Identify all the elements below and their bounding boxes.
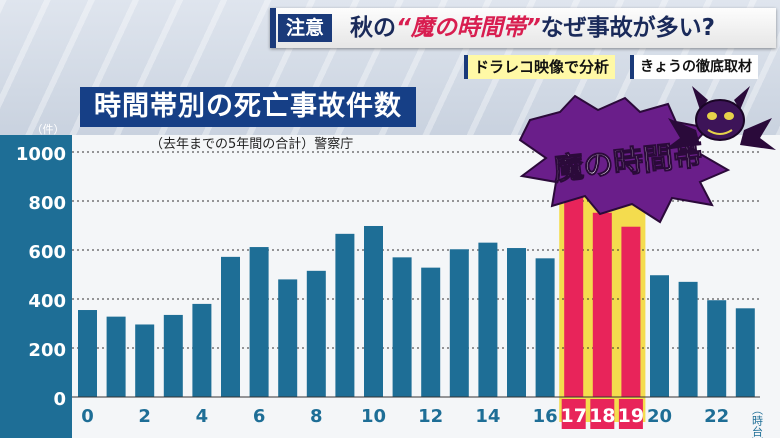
bar xyxy=(221,256,240,397)
x-tick-label: 6 xyxy=(253,406,266,427)
bar xyxy=(621,226,641,397)
x-tick-label: 22 xyxy=(704,406,729,427)
x-tick-label: 12 xyxy=(418,406,443,427)
bar xyxy=(507,248,526,397)
headline-post: なぜ事故が多い? xyxy=(540,15,715,41)
bar xyxy=(449,249,469,397)
bar xyxy=(306,270,326,397)
bar xyxy=(678,281,698,397)
bar xyxy=(421,267,441,397)
x-tick-label: 19 xyxy=(618,405,644,427)
y-tick-label: 1000 xyxy=(16,144,66,165)
x-unit-label: （時台） xyxy=(751,404,764,438)
y-unit-label: （件） xyxy=(32,123,65,136)
bar xyxy=(106,316,126,397)
y-tick-label: 800 xyxy=(28,193,66,214)
bar xyxy=(163,314,183,397)
bar xyxy=(192,303,212,397)
x-tick-label: 10 xyxy=(361,406,386,427)
x-tick-label: 16 xyxy=(533,406,558,427)
x-tick-label: 8 xyxy=(310,406,323,427)
y-axis-panel xyxy=(0,135,72,438)
bar xyxy=(78,310,97,397)
bar xyxy=(364,225,383,397)
bar xyxy=(592,212,612,397)
x-tick-highlight xyxy=(618,399,643,429)
bar xyxy=(335,233,355,397)
bar xyxy=(564,187,584,397)
headline: 秋の“魔の時間帯”なぜ事故が多い? xyxy=(350,11,715,45)
chart-title: 時間帯別の死亡事故件数 xyxy=(80,87,416,127)
x-tick-highlight xyxy=(590,399,615,429)
y-tick-label: 200 xyxy=(28,340,66,361)
bar xyxy=(535,258,555,397)
bar xyxy=(650,275,669,397)
bar xyxy=(135,324,155,397)
bar xyxy=(392,257,412,397)
x-tick-label: 2 xyxy=(138,406,151,427)
headline-pre: 秋の xyxy=(350,15,396,41)
y-tick-label: 400 xyxy=(28,291,66,312)
x-tick-label: 18 xyxy=(589,405,615,427)
bar xyxy=(478,242,498,397)
y-tick-label: 0 xyxy=(53,389,66,410)
x-tick-label: 17 xyxy=(560,405,586,427)
tag-analysis: ドラレコ映像で分析 xyxy=(464,55,616,79)
x-tick-label: 4 xyxy=(196,406,209,427)
tag-coverage: きょうの徹底取材 xyxy=(630,55,758,79)
bar xyxy=(735,308,755,397)
x-tick-label: 0 xyxy=(81,406,94,427)
x-tick-label: 20 xyxy=(647,406,672,427)
headline-red: “魔の時間帯” xyxy=(396,15,541,41)
bar xyxy=(249,247,269,397)
bar xyxy=(278,279,298,397)
bar xyxy=(707,300,727,397)
x-tick-highlight xyxy=(561,399,586,429)
headline-banner xyxy=(270,8,776,48)
x-tick-label: 14 xyxy=(475,406,500,427)
caution-badge: 注意 xyxy=(278,14,333,42)
chart-subtitle: （去年までの5年間の合計）警察庁 xyxy=(150,137,354,152)
y-tick-label: 600 xyxy=(28,242,66,263)
